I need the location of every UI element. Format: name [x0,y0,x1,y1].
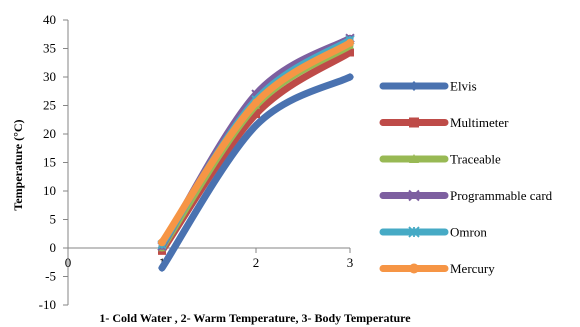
data-point [346,48,354,57]
series-mercury [158,38,354,247]
legend-label: Omron [450,225,487,240]
legend-item: Multimeter [379,115,509,130]
data-point [252,98,260,107]
y-tick-label: 25 [43,98,56,113]
data-point [252,121,260,130]
series-line [158,39,354,246]
legend-label: Elvis [450,79,477,94]
data-point [158,263,166,272]
y-axis-title: Temperature (°C) [11,119,25,210]
legend-item: Mercury [379,261,495,276]
legend-marker [409,154,419,163]
y-tick-label: 0 [50,240,57,255]
series-elvis [158,73,354,272]
legend-item: Omron [379,225,487,240]
legend-item: Traceable [379,152,501,167]
legend-marker [409,263,419,274]
y-tick-label: 35 [43,41,56,56]
legend-label: Traceable [450,152,501,167]
legend: Elvis Multimeter Traceable Programmable car… [379,79,553,276]
data-point [252,110,260,119]
legend-label: Multimeter [450,115,509,130]
legend-item: Elvis [379,79,477,94]
y-tick-label: -5 [45,269,56,284]
x-tick-label: 2 [253,255,260,270]
legend-marker [409,81,419,91]
data-point [346,73,354,81]
data-point [346,38,354,47]
legend-marker [409,117,419,128]
y-tick-label: 15 [43,155,56,170]
legend-item: Programmable card [379,188,553,203]
series-line [158,73,354,272]
data-point [158,238,166,247]
legend-label: Programmable card [450,188,553,203]
x-tick-label: 0 [65,255,72,270]
y-tick-label: 40 [43,12,56,27]
y-tick-label: 10 [43,183,56,198]
legend-marker [408,189,420,202]
x-axis-title: 1- Cold Water , 2- Warm Temperature, 3- … [99,311,411,325]
y-tick-label: 30 [43,69,56,84]
legend-label: Mercury [450,261,495,276]
legend-marker [408,226,420,238]
y-tick-label: 5 [50,212,57,227]
y-tick-label: 20 [43,126,56,141]
x-tick-label: 3 [347,255,354,270]
y-tick-label: -10 [39,297,56,312]
